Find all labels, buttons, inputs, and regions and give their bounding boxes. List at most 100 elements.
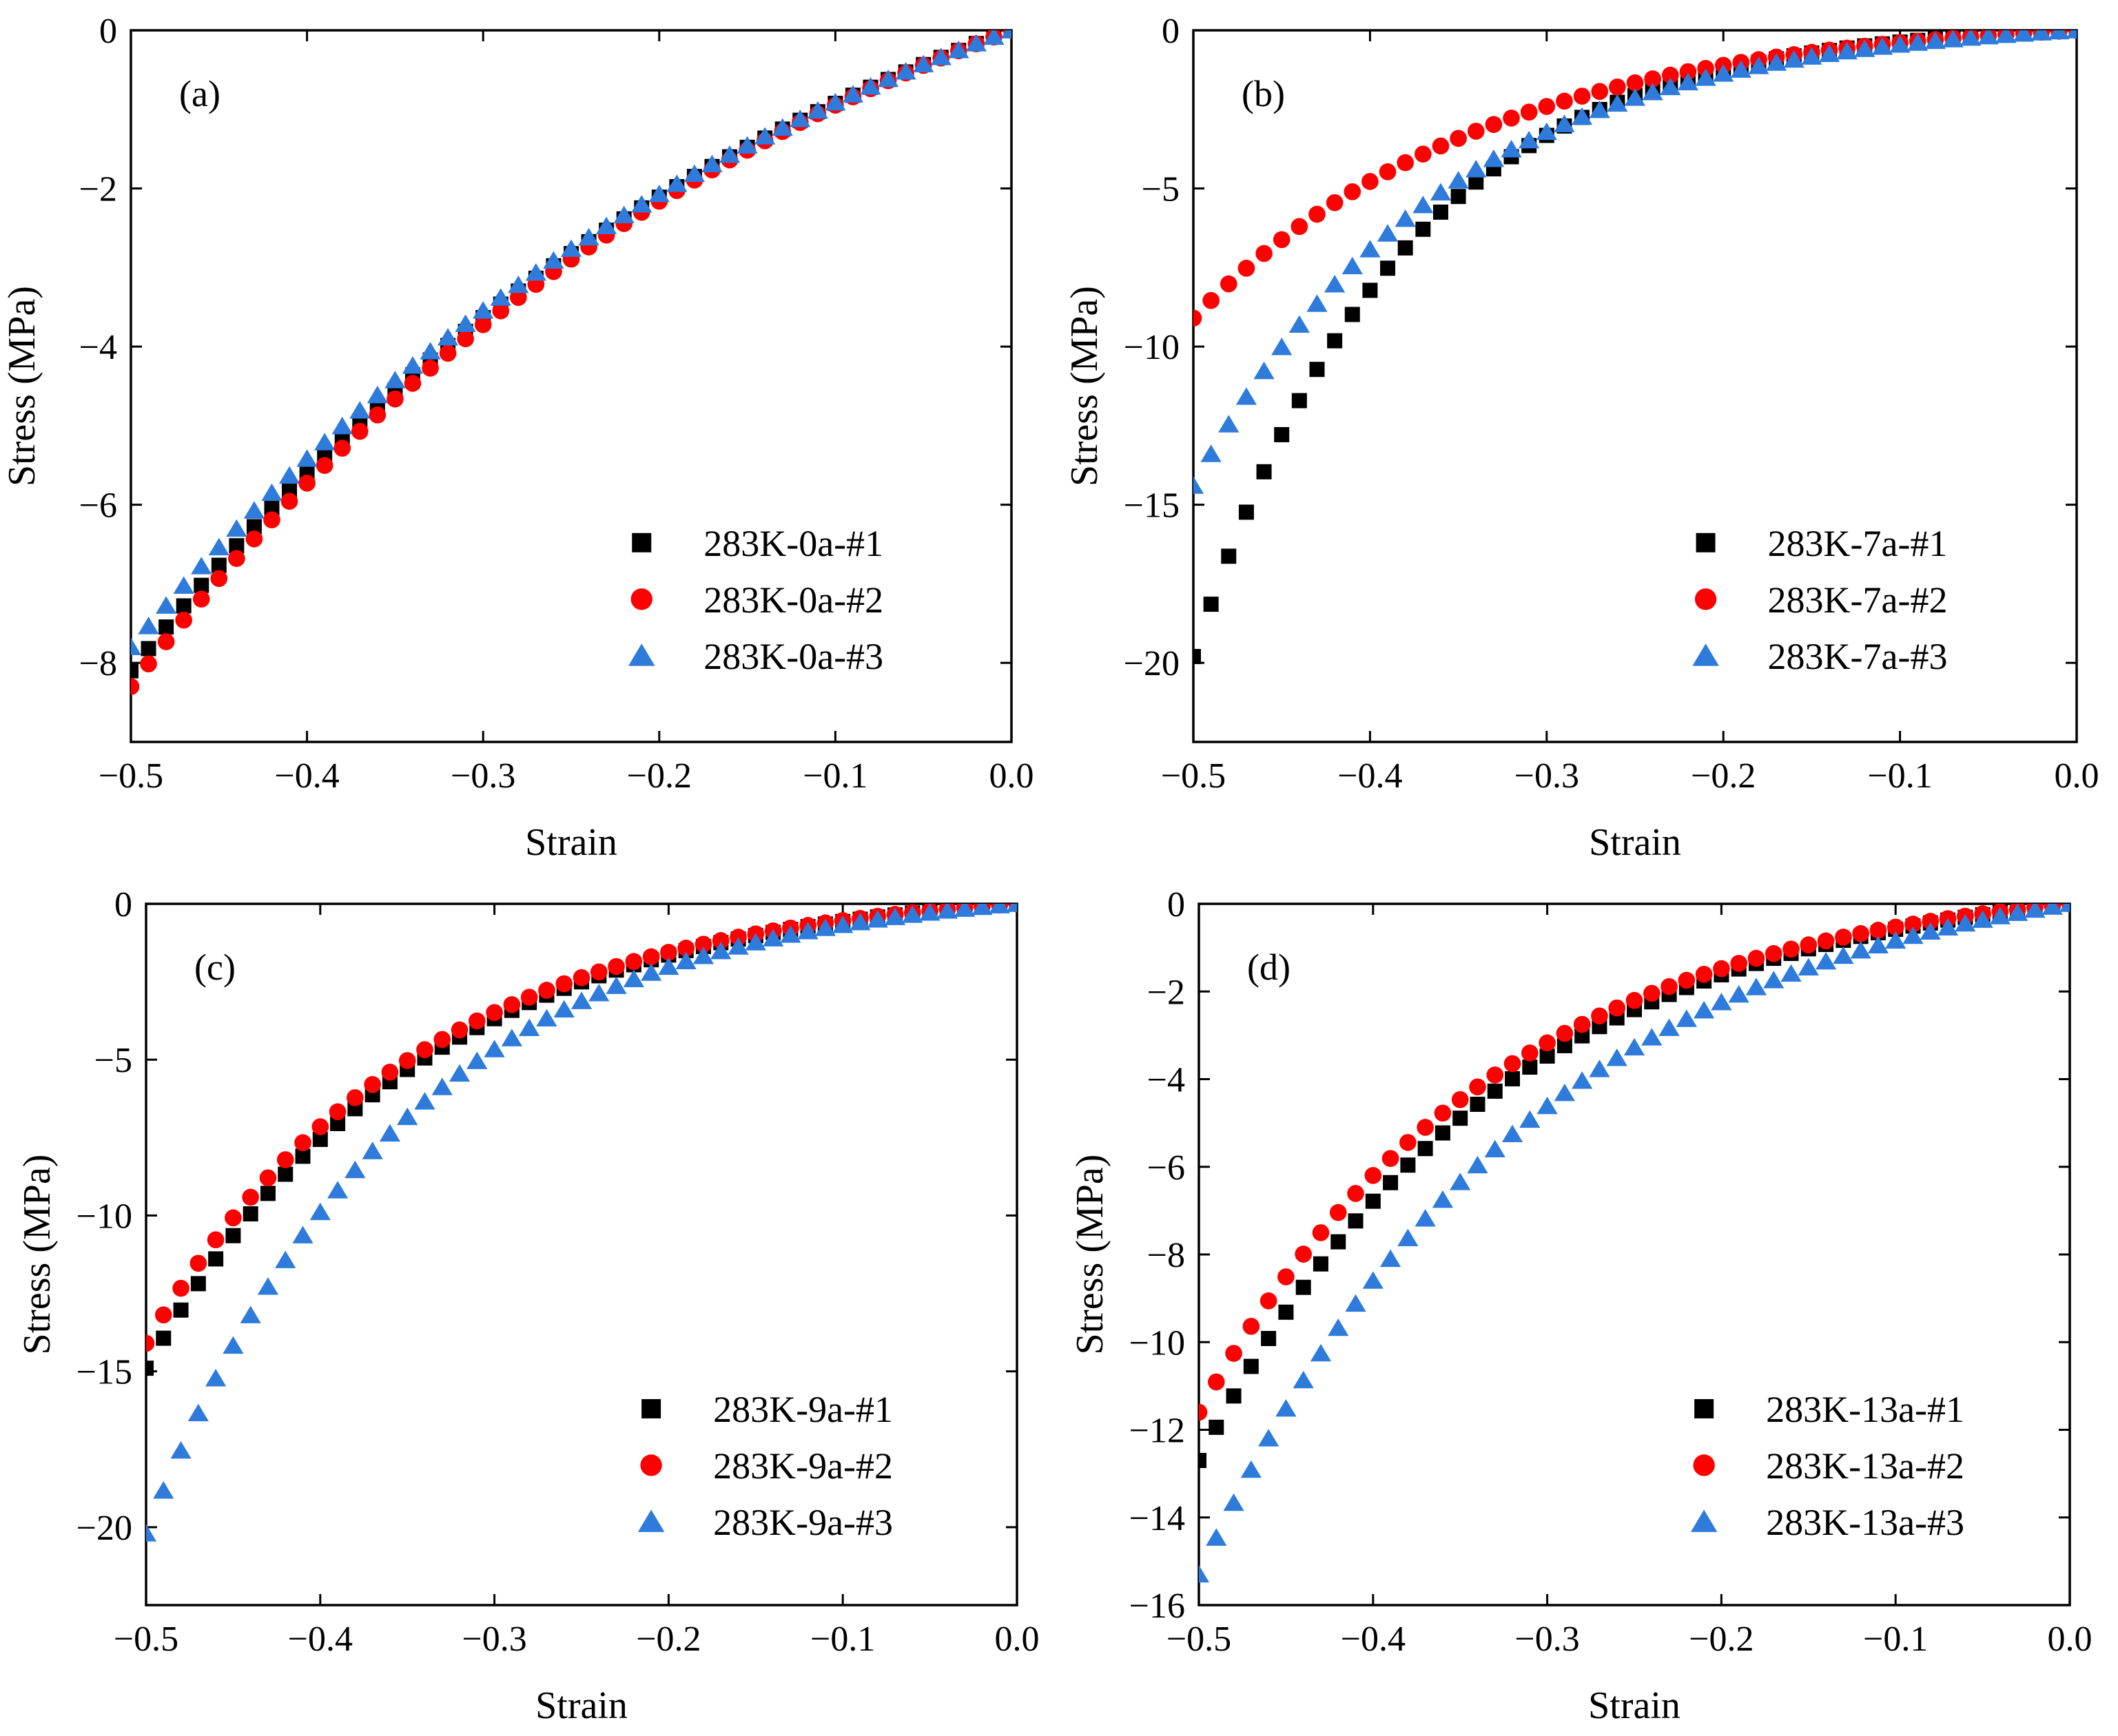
data-point-triangle [1642, 83, 1663, 101]
y-tick-label: −15 [1124, 486, 1180, 526]
data-point-square [1365, 1193, 1381, 1209]
data-point-circle [433, 1031, 451, 1048]
legend-label: 283K-13a-#2 [1766, 1445, 1964, 1487]
data-point-square [1435, 1125, 1450, 1141]
data-point-triangle [1395, 209, 1416, 227]
x-axis-title: Strain [1588, 1684, 1680, 1727]
data-point-circle [1467, 123, 1485, 140]
data-point-circle [625, 953, 643, 971]
data-point-circle [329, 1103, 347, 1121]
data-point-square [1226, 1388, 1242, 1404]
legend-entry-2: 283K-13a-#2 [1693, 1445, 1964, 1487]
data-point-square [1539, 1048, 1555, 1064]
legend-label: 283K-13a-#1 [1766, 1389, 1964, 1430]
data-point-circle [192, 590, 210, 608]
data-point-square [1487, 1083, 1503, 1099]
legend-label: 283K-7a-#3 [1768, 636, 1948, 677]
data-point-triangle [1783, 50, 1805, 68]
data-point-triangle [1690, 1509, 1718, 1532]
data-point-circle [1694, 588, 1717, 610]
data-point-triangle [797, 922, 819, 940]
data-point-triangle [1660, 77, 1681, 96]
data-point-circle [1344, 183, 1361, 200]
data-point-triangle [1006, 904, 1017, 912]
data-point-circle [1521, 1044, 1539, 1062]
data-point-square [1261, 1330, 1277, 1346]
data-point-circle [630, 588, 652, 610]
data-point-triangle [384, 371, 406, 389]
data-point-circle [1207, 1373, 1225, 1391]
data-point-triangle [895, 62, 916, 80]
data-point-triangle [728, 937, 749, 955]
data-point-square [1380, 260, 1396, 276]
data-point-triangle [1942, 30, 1964, 48]
x-tick-label: 0.0 [2048, 1620, 2093, 1659]
data-point-square [632, 533, 652, 552]
data-point-triangle [560, 239, 582, 257]
data-point-triangle [877, 69, 899, 87]
data-point-circle [1308, 205, 1326, 223]
x-tick-label: 0.0 [995, 1620, 1040, 1659]
data-point-circle [316, 457, 333, 474]
data-point-square [229, 538, 245, 554]
y-tick-label: −8 [79, 644, 117, 683]
x-axis-title: Strain [535, 1684, 628, 1727]
data-point-triangle [1288, 315, 1310, 333]
data-point-triangle [971, 904, 993, 916]
data-point-triangle [1293, 1370, 1314, 1389]
data-point-square [158, 619, 174, 635]
data-point-triangle [1695, 68, 1716, 86]
data-point-triangle [1415, 1209, 1436, 1227]
data-point-triangle [261, 483, 282, 502]
data-point-triangle [1362, 1271, 1384, 1289]
data-point-square [1522, 1060, 1538, 1075]
legend-label: 283K-7a-#2 [1768, 579, 1948, 621]
data-point-triangle [1801, 47, 1822, 65]
data-point-triangle [367, 385, 388, 404]
data-point-triangle [989, 904, 1010, 913]
legend-label: 283K-0a-#2 [703, 579, 883, 621]
x-tick-label: −0.2 [627, 756, 692, 796]
data-point-triangle [146, 1524, 157, 1542]
data-point-circle [1237, 260, 1255, 277]
x-tick-label: −0.2 [636, 1620, 701, 1659]
legend-entry-2: 283K-9a-#2 [640, 1445, 893, 1487]
data-point-triangle [825, 92, 846, 111]
data-point-circle [1852, 924, 1869, 942]
data-point-square [1344, 307, 1360, 322]
data-point-square [1694, 1398, 1714, 1418]
data-point-triangle [613, 205, 635, 224]
data-point-triangle [226, 519, 247, 537]
x-tick-label: −0.4 [1337, 756, 1402, 796]
legend-entry-1: 283K-7a-#1 [1696, 523, 1947, 564]
series-3 [131, 30, 1011, 655]
data-point-square [1209, 1419, 1224, 1435]
data-point-circle [1644, 70, 1661, 87]
data-point-triangle [1310, 1343, 1332, 1362]
data-point-triangle [588, 984, 610, 1002]
data-point-square [1327, 333, 1343, 349]
data-point-circle [175, 611, 192, 629]
data-point-triangle [1745, 978, 1767, 995]
data-point-triangle [1519, 1110, 1541, 1128]
data-point-triangle [240, 1305, 261, 1323]
data-point-triangle [692, 947, 714, 964]
x-tick-label: −0.1 [810, 1620, 875, 1659]
data-point-triangle [666, 174, 688, 192]
data-point-triangle [1955, 913, 1976, 932]
data-point-square [1574, 1028, 1590, 1044]
data-point-square [1400, 1157, 1416, 1173]
data-point-circle [1679, 63, 1697, 81]
data-point-triangle [884, 907, 906, 925]
data-point-circle [510, 289, 527, 307]
data-point-triangle [278, 466, 300, 484]
data-point-triangle [948, 41, 969, 59]
data-point-triangle [745, 933, 766, 951]
data-point-triangle [473, 301, 494, 319]
data-point-circle [457, 330, 474, 348]
data-point-circle [347, 1089, 364, 1106]
data-point-circle [573, 969, 590, 986]
data-point-circle [1450, 130, 1467, 147]
y-tick-label: −14 [1129, 1499, 1185, 1538]
data-point-circle [503, 996, 521, 1013]
